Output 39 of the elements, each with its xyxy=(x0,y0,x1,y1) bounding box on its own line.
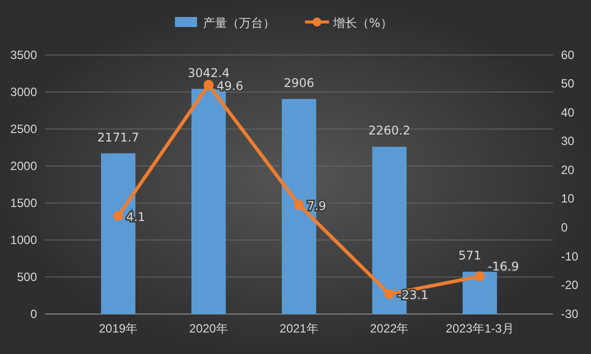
y2-tick-label: 60 xyxy=(561,48,575,62)
y2-tick-label: 30 xyxy=(561,134,575,148)
x-tick-label: 2020年 xyxy=(189,322,228,336)
y-tick-label: 3000 xyxy=(10,84,38,99)
y2-tick-label: -20 xyxy=(561,278,579,292)
y2-tick-label: 40 xyxy=(561,105,575,120)
y-tick-label: 1500 xyxy=(10,196,38,210)
legend-label: 增长（%） xyxy=(332,16,392,30)
y-tick-label: 500 xyxy=(16,270,38,284)
point xyxy=(294,200,304,210)
point xyxy=(384,289,394,300)
y2-tick-label: 0 xyxy=(561,220,568,235)
legend-label: 产量（万台） xyxy=(203,16,275,30)
y2-tick-label: 20 xyxy=(561,162,575,177)
y2-tick-label: -10 xyxy=(561,249,579,264)
data-label: -16.9 xyxy=(488,259,519,274)
bar xyxy=(191,88,226,314)
data-label: 2171.7 xyxy=(97,130,140,144)
point xyxy=(113,210,124,221)
x-tick-label: 2019年 xyxy=(98,322,138,336)
data-label: 49.6 xyxy=(216,78,244,93)
y2-tick-label: 50 xyxy=(561,76,575,91)
data-label: 571 xyxy=(458,248,482,263)
y2-tick-label: 10 xyxy=(561,192,575,206)
y-tick-label: 3500 xyxy=(10,48,38,62)
y-tick-label: 1000 xyxy=(10,232,38,247)
y-tick-label: 0 xyxy=(30,306,38,321)
data-label: 3042.4 xyxy=(188,66,230,80)
data-label: 2260.2 xyxy=(368,124,410,138)
point xyxy=(204,80,214,90)
x-tick-label: 2022年 xyxy=(370,322,409,336)
point xyxy=(474,271,485,282)
y2-tick-label: -30 xyxy=(561,306,579,321)
x-tick-label: 2023年1-3月 xyxy=(446,322,514,336)
y-tick-label: 2500 xyxy=(10,122,38,136)
data-label: 2906 xyxy=(284,76,314,90)
bar xyxy=(462,272,497,314)
x-tick-label: 2021年 xyxy=(280,322,318,336)
y-tick-label: 2000 xyxy=(10,158,38,173)
